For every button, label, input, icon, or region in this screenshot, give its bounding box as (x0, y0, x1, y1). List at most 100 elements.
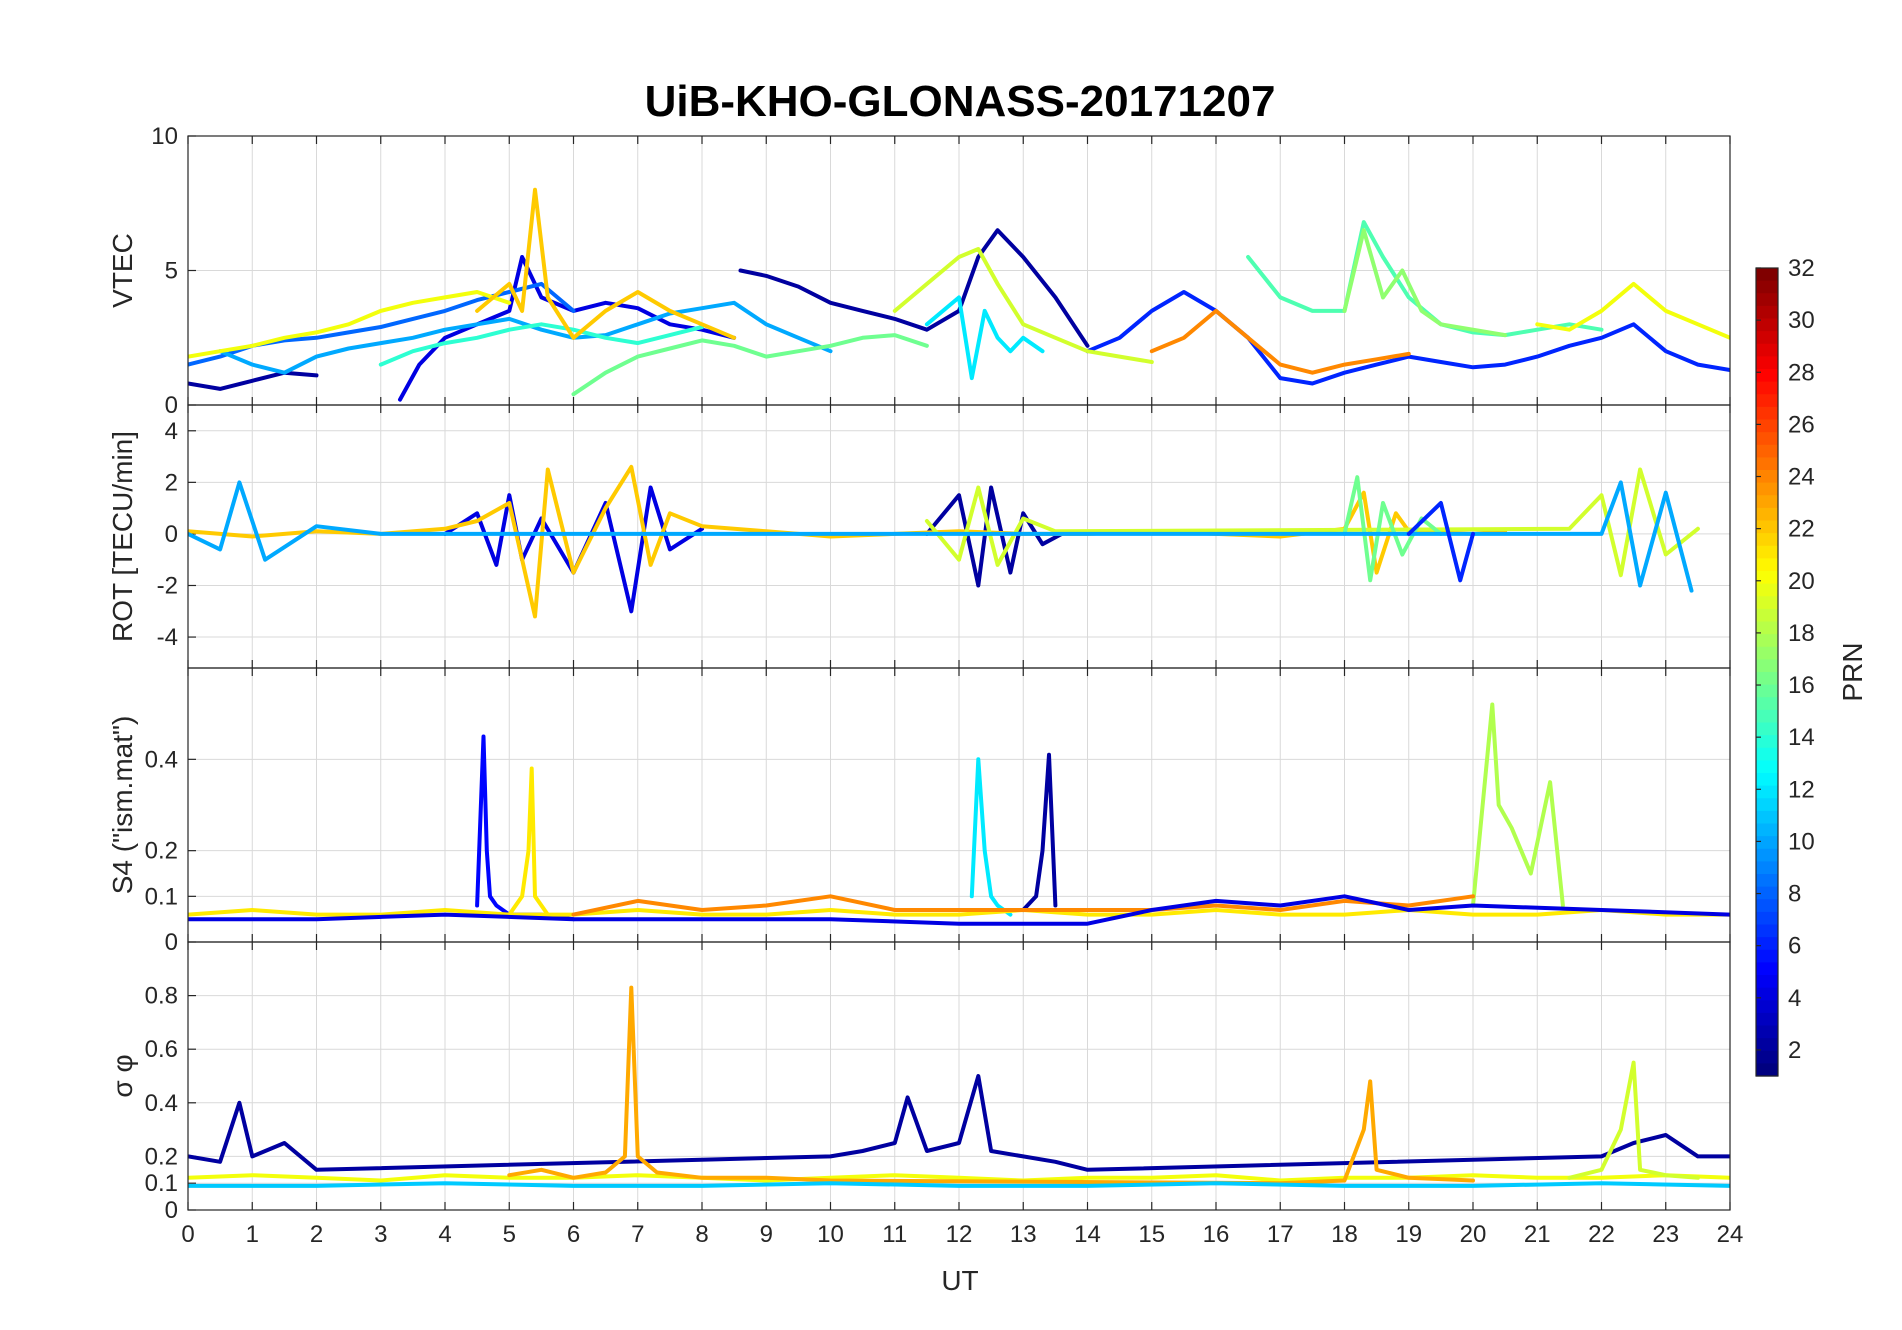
colorbar-segment (1756, 470, 1778, 484)
colorbar-tick-label: 2 (1788, 1037, 1801, 1064)
colorbar-segment (1756, 280, 1778, 294)
colorbar-segment (1756, 394, 1778, 408)
panel-frame (187, 941, 1731, 1211)
colorbar-segment (1756, 356, 1778, 370)
series-line-prn-12 (969, 757, 1013, 917)
colorbar-segment (1756, 457, 1778, 471)
x-tick-label: 21 (1524, 1221, 1551, 1248)
colorbar-segment (1756, 495, 1778, 509)
colorbar-segment (1756, 343, 1778, 357)
series-line-prn-5 (475, 734, 576, 922)
series-line-prn-21 (507, 766, 550, 917)
series-line-prn-23 (507, 985, 1475, 1186)
x-tick-label: 15 (1138, 1221, 1165, 1248)
series-line-prn-22 (475, 187, 737, 340)
series-line-prn-4 (188, 894, 1730, 926)
series-line-prn-14 (378, 322, 704, 367)
x-tick-label: 5 (503, 1221, 516, 1248)
panel-2: -4 -2 0 2 4 ROT [TECU/min] (107, 404, 1731, 669)
panel-4: 00.10.20.40.60.8σ φ0 1 2 3 4 5 6 7 8 9 10 11 12 13 14 1… (107, 941, 1744, 1248)
series-group (188, 187, 1730, 402)
colorbar-label: PRN (1837, 642, 1868, 701)
series-line-prn-21 (188, 908, 1730, 917)
y-tick-label: 0.4 (145, 1090, 178, 1117)
colorbar-segment (1756, 899, 1778, 913)
colorbar-segment (1756, 848, 1778, 862)
series-line-prn-19 (924, 467, 1700, 578)
x-tick-label: 4 (438, 1221, 451, 1248)
colorbar-tick-label: 4 (1788, 985, 1801, 1012)
x-tick-label: 12 (946, 1221, 973, 1248)
series-line-prn-17 (1342, 228, 1508, 338)
series-line-prn-24 (1149, 308, 1411, 375)
series-line-prn-22 (188, 464, 1508, 619)
colorbar-segment (1756, 672, 1778, 686)
y-tick-label: 0.6 (145, 1036, 178, 1063)
x-tick-label: 22 (1588, 1221, 1615, 1248)
x-tick-label: 8 (695, 1221, 708, 1248)
x-tick-label: 20 (1460, 1221, 1487, 1248)
colorbar-tick-label: 28 (1788, 359, 1815, 386)
colorbar-tick-label: 26 (1788, 411, 1815, 438)
colorbar-segment (1756, 861, 1778, 875)
colorbar-segment (1756, 444, 1778, 458)
colorbar-segment (1756, 810, 1778, 825)
colorbar-segment (1756, 545, 1778, 559)
x-tick-label: 2 (310, 1221, 323, 1248)
x-tick-label: 3 (374, 1221, 387, 1248)
colorbar-segment (1756, 722, 1778, 736)
colorbar-tick-label: 8 (1788, 881, 1801, 908)
series-line-prn-2 (188, 1074, 1730, 1172)
colorbar-tick-label: 16 (1788, 672, 1815, 699)
y-axis-label: S4 ("ism.mat") (107, 716, 138, 895)
colorbar-segment (1756, 520, 1778, 534)
colorbar-tick-label: 32 (1788, 255, 1815, 282)
x-tick-label: 13 (1010, 1221, 1037, 1248)
series-group (188, 702, 1730, 926)
colorbar-segment (1756, 558, 1778, 572)
x-tick-label: 7 (631, 1221, 644, 1248)
y-tick-label: 0.2 (145, 1143, 178, 1170)
series-line-prn-20 (1535, 281, 1730, 340)
colorbar-segment (1756, 1038, 1778, 1052)
colorbar-tick-label: 24 (1788, 464, 1815, 491)
y-tick-label: 0.4 (145, 746, 178, 773)
x-tick-label: 24 (1717, 1221, 1744, 1248)
colorbar-segment (1756, 773, 1778, 787)
x-tick-label: 6 (567, 1221, 580, 1248)
series-line-prn-15 (1246, 220, 1604, 338)
series-line-prn-11 (188, 1181, 1730, 1188)
panel-1: 0 5 10 VTEC (107, 123, 1731, 419)
colorbar-segment (1756, 785, 1778, 799)
colorbar-segment (1756, 987, 1778, 1001)
colorbar-tick-label: 30 (1788, 307, 1815, 334)
colorbar-segment (1756, 1012, 1778, 1027)
chart-title: UiB-KHO-GLONASS-20171207 (645, 77, 1276, 126)
x-axis-label: UT (941, 1265, 978, 1296)
colorbar-segment (1756, 507, 1778, 522)
colorbar-segment (1756, 305, 1778, 320)
colorbar-segment (1756, 1025, 1778, 1039)
colorbar-segment (1756, 697, 1778, 711)
series-line-prn-10 (218, 300, 833, 375)
colorbar-segment (1756, 318, 1778, 332)
y-tick-label: 0 (165, 929, 178, 956)
colorbar-segment (1756, 911, 1778, 926)
colorbar-segment (1756, 571, 1778, 585)
x-tick-label: 14 (1074, 1221, 1101, 1248)
x-tick-label: 17 (1267, 1221, 1294, 1248)
y-axis-label: VTEC (107, 233, 138, 308)
y-tick-label: 0.1 (145, 883, 178, 910)
x-tick-label: 18 (1331, 1221, 1358, 1248)
colorbar-tick-label: 20 (1788, 568, 1815, 595)
colorbar-segment (1756, 482, 1778, 496)
x-tick-label: 16 (1203, 1221, 1230, 1248)
x-tick-label: 1 (246, 1221, 259, 1248)
series-line-prn-4 (443, 485, 704, 614)
x-tick-label: 11 (882, 1221, 907, 1248)
y-tick-label: 0 (165, 1197, 178, 1224)
colorbar-tick-label: 22 (1788, 516, 1815, 543)
series-line-prn-16 (571, 333, 929, 397)
y-tick-label: 0 (165, 521, 178, 548)
